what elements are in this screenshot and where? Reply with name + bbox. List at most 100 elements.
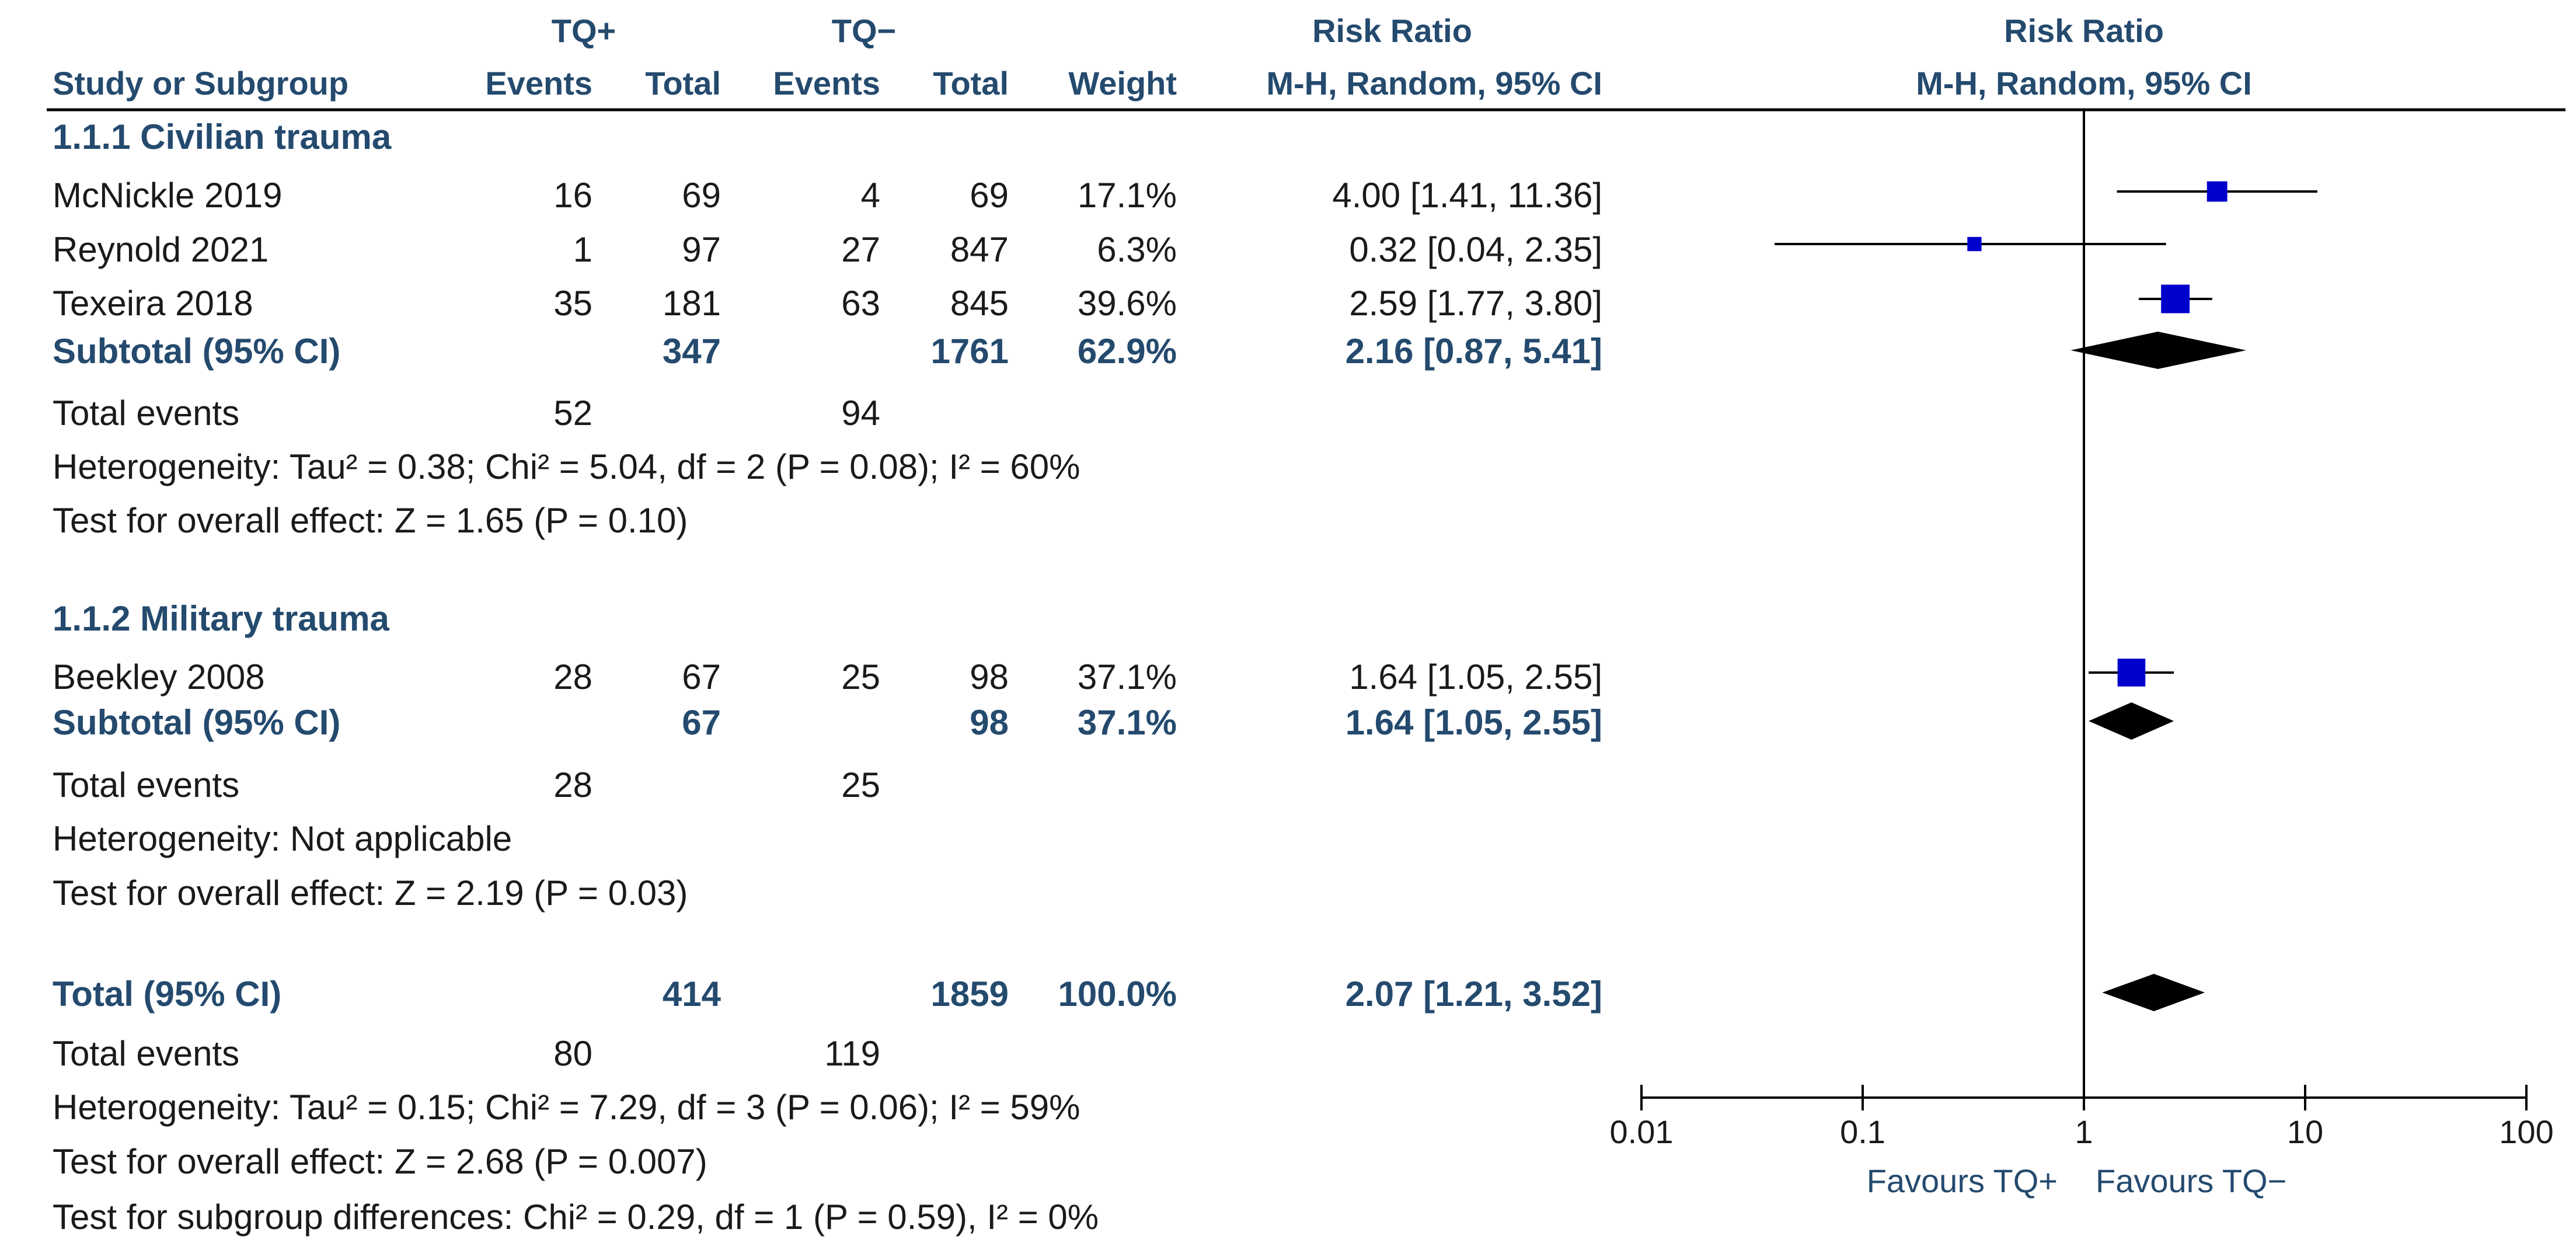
group-a-header: TQ+: [552, 12, 616, 49]
total-weight: 100.0%: [1058, 974, 1177, 1014]
b-total: 69: [970, 176, 1009, 215]
subgroup-1-title: 1.1.1 Civilian trauma: [53, 117, 392, 156]
subtotal-b-total: 1761: [931, 332, 1009, 371]
subtotal-a-total: 67: [682, 703, 721, 742]
study-marker: [2117, 659, 2146, 687]
total-ci-text: 2.07 [1.21, 3.52]: [1345, 974, 1602, 1014]
b-total: 845: [950, 284, 1009, 323]
a-total: 69: [682, 176, 721, 215]
study-name: Beekley 2008: [53, 657, 265, 697]
study-column-header: Study or Subgroup: [53, 65, 348, 102]
b-events: 25: [841, 657, 880, 697]
b-total: 98: [970, 657, 1009, 697]
subtotal-row: Subtotal (95% CI) 67 98 37.1% 1.64 [1.05…: [53, 703, 1602, 742]
a-events: 28: [553, 657, 592, 697]
total-label: Total (95% CI): [53, 974, 281, 1014]
subtotal-b-total: 98: [970, 703, 1009, 742]
a-events-total: 52: [553, 394, 592, 433]
b-events-total: 25: [841, 765, 880, 805]
study-name: Texeira 2018: [53, 284, 253, 323]
b-events-total: 94: [841, 394, 880, 433]
a-events-total: 28: [553, 765, 592, 805]
a-total: 181: [663, 284, 721, 323]
subtotal-weight: 62.9%: [1078, 332, 1177, 371]
rr-method-header: M-H, Random, 95% CI: [1266, 65, 1602, 102]
subgroup-differences-text: Test for subgroup differences: Chi² = 0.…: [53, 1197, 1099, 1237]
b-total: 847: [950, 230, 1009, 269]
b-events-header: Events: [773, 65, 880, 102]
a-events: 1: [573, 230, 592, 269]
events-row: Total events 52 94: [53, 394, 880, 433]
a-events-header: Events: [485, 65, 592, 102]
subtotal-ci-text: 1.64 [1.05, 2.55]: [1345, 703, 1602, 742]
subtotal-ci-text: 2.16 [0.87, 5.41]: [1345, 332, 1602, 371]
axis-layer: 0.01 0.1 1 10 100: [1610, 1085, 2554, 1150]
subtotal-diamond: [2070, 332, 2246, 369]
a-total: 67: [682, 657, 721, 697]
a-total-header: Total: [645, 65, 721, 102]
subtotal-a-total: 347: [663, 332, 721, 371]
overall-effect-text: Test for overall effect: Z = 2.19 (P = 0…: [53, 873, 688, 913]
table-row: Reynold 2021 1 97 27 847 6.3% 0.32 [0.04…: [53, 230, 1602, 269]
table-row: McNickle 2019 16 69 4 69 17.1% 4.00 [1.4…: [53, 176, 1602, 215]
favours-right-label: Favours TQ−: [2096, 1162, 2286, 1199]
total-a-total: 414: [663, 974, 721, 1014]
subgroup-2-title: 1.1.2 Military trauma: [53, 599, 390, 638]
heterogeneity-text: Heterogeneity: Tau² = 0.38; Chi² = 5.04,…: [53, 447, 1080, 486]
weight: 37.1%: [1078, 657, 1177, 697]
total-overall-effect-text: Test for overall effect: Z = 2.68 (P = 0…: [53, 1142, 707, 1181]
subtotal-label: Subtotal (95% CI): [53, 332, 340, 371]
table-row: Beekley 2008 28 67 25 98 37.1% 1.64 [1.0…: [53, 657, 1602, 697]
study-marker: [1967, 236, 1982, 252]
total-row: Total (95% CI) 414 1859 100.0% 2.07 [1.2…: [53, 974, 1602, 1014]
overall-effect-text: Test for overall effect: Z = 1.65 (P = 0…: [53, 501, 688, 540]
ci-text: 0.32 [0.04, 2.35]: [1349, 230, 1602, 269]
ci-text: 4.00 [1.41, 11.36]: [1332, 176, 1602, 215]
x-tick-label: 100: [2499, 1113, 2553, 1150]
x-tick-label: 10: [2287, 1113, 2323, 1150]
subtotal-diamond: [2089, 702, 2174, 740]
ci-text: 2.59 [1.77, 3.80]: [1349, 284, 1602, 323]
a-total: 97: [682, 230, 721, 269]
heterogeneity-text: Heterogeneity: Not applicable: [53, 819, 512, 858]
b-total-header: Total: [933, 65, 1009, 102]
events-label: Total events: [53, 765, 239, 805]
total-heterogeneity-text: Heterogeneity: Tau² = 0.15; Chi² = 7.29,…: [53, 1088, 1080, 1127]
subtotal-weight: 37.1%: [1078, 703, 1177, 742]
total-diamond: [2102, 974, 2205, 1011]
table-row: Texeira 2018 35 181 63 845 39.6% 2.59 [1…: [53, 284, 1602, 323]
rr-title-header: Risk Ratio: [1312, 12, 1472, 49]
events-label: Total events: [53, 394, 239, 433]
study-marker: [2161, 284, 2190, 314]
weight-header: Weight: [1068, 65, 1177, 102]
weight: 6.3%: [1097, 230, 1177, 269]
b-events: 4: [861, 176, 880, 215]
study-marker: [2206, 181, 2228, 202]
events-row: Total events 80 119: [53, 1034, 880, 1073]
a-events: 35: [553, 284, 592, 323]
plot-title-header: Risk Ratio: [2004, 12, 2164, 49]
x-tick-label: 0.01: [1610, 1113, 1674, 1150]
subtotal-row: Subtotal (95% CI) 347 1761 62.9% 2.16 [0…: [53, 332, 1602, 371]
b-events: 27: [841, 230, 880, 269]
subtotal-label: Subtotal (95% CI): [53, 703, 340, 742]
favours-left-label: Favours TQ+: [1867, 1162, 2058, 1199]
group-b-header: TQ−: [832, 12, 896, 49]
study-name: Reynold 2021: [53, 230, 269, 269]
events-row: Total events 28 25: [53, 765, 880, 805]
ci-text: 1.64 [1.05, 2.55]: [1349, 657, 1602, 697]
x-tick-label: 1: [2075, 1113, 2093, 1150]
plot-layer: [1775, 110, 2317, 1098]
weight: 39.6%: [1078, 284, 1177, 323]
plot-method-header: M-H, Random, 95% CI: [1916, 65, 2252, 102]
x-tick-label: 0.1: [1840, 1113, 1885, 1150]
b-events-total: 119: [824, 1034, 880, 1073]
weight: 17.1%: [1078, 176, 1177, 215]
a-events-total: 80: [553, 1034, 592, 1073]
a-events: 16: [553, 176, 592, 215]
events-label: Total events: [53, 1034, 239, 1073]
study-name: McNickle 2019: [53, 176, 283, 215]
b-events: 63: [841, 284, 880, 323]
total-b-total: 1859: [931, 974, 1009, 1014]
